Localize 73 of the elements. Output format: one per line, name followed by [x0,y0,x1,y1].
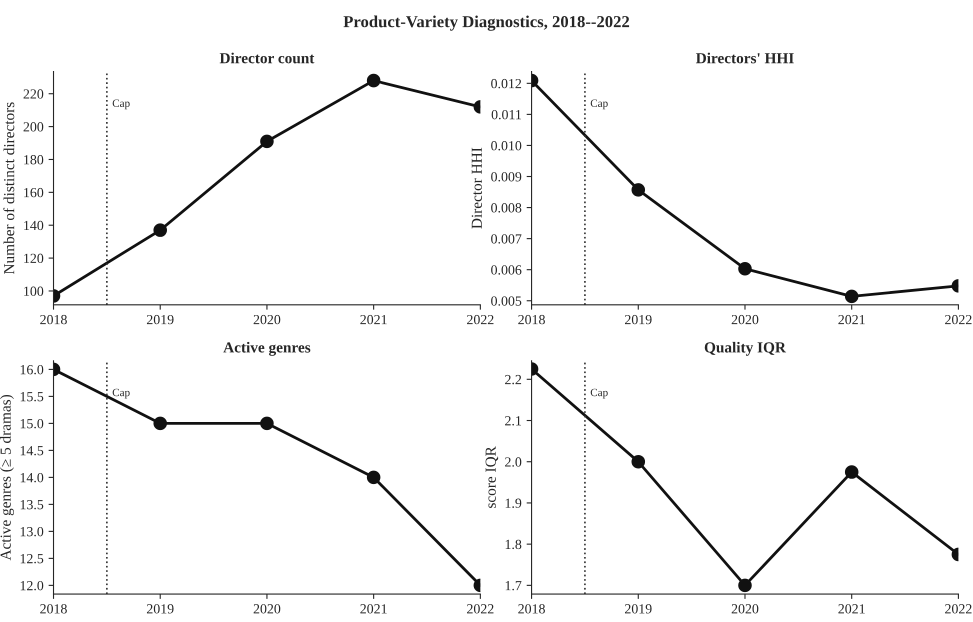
y-tick-label: 13.0 [20,526,44,536]
y-tick-label: 200 [24,122,44,132]
y-axis-title: Active genres (≥ 5 dramas) [0,394,14,560]
y-tick-label: 0.008 [491,203,522,213]
point [738,262,752,276]
x-tick-label: 2020 [254,314,280,324]
y-tick-label: 0.007 [491,234,522,244]
y-tick-label: 1.9 [506,498,522,508]
y-tick-label: 120 [24,254,44,264]
y-tick-label: 0.012 [491,78,522,88]
x-tick-label: 2018 [518,604,545,614]
y-tick-label: 2.2 [505,374,522,384]
y-tick-label: 0.009 [491,172,522,182]
x-tick-label: 2021 [360,314,387,324]
y-tick-label: 15.5 [20,392,44,402]
y-tick-label: 13.5 [20,500,44,510]
chart-title: Quality IQR [704,342,786,356]
y-axis-title: Director HHI [472,148,482,229]
point [738,578,752,592]
x-tick-label: 2018 [40,604,67,614]
y-tick-label: 0.006 [491,265,522,275]
y-tick-label: 2.1 [505,416,522,426]
point [366,470,380,484]
ref-line-label: Cap [112,388,130,398]
y-tick-label: 180 [24,155,44,164]
y-tick-label: 15.0 [20,418,44,428]
point [366,74,380,88]
point [844,290,858,304]
x-tick-label: 2020 [254,604,280,614]
y-tick-label: 0.010 [491,141,522,150]
x-tick-label: 2021 [838,604,865,614]
x-tick-label: 2019 [146,314,174,324]
x-tick-label: 2019 [625,604,652,614]
y-tick-label: 14.5 [20,446,44,456]
x-tick-label: 2022 [467,314,494,324]
x-tick-label: 2021 [838,314,865,324]
chart-title: Director count [220,52,314,64]
y-tick-label: 220 [24,89,44,99]
y-axis-title: Number of distinct directors [3,102,14,274]
y-tick-label: 1.7 [506,581,522,590]
y-tick-label: 2.0 [505,457,522,467]
y-tick-label: 0.005 [491,296,522,306]
y-tick-label: 16.0 [20,364,44,374]
y-tick-label: 100 [24,286,44,296]
text: Product-Variety Diagnostics, 2018--2022 [344,16,630,31]
ref-line-label: Cap [590,100,608,110]
y-tick-label: 160 [24,188,44,198]
chart-title: Active genres [223,342,310,356]
x-tick-label: 2022 [945,604,972,614]
y-tick-label: 0.011 [492,110,522,120]
x-tick-label: 2022 [945,314,972,324]
ref-line-label: Cap [590,388,608,398]
point [260,134,274,148]
point [844,465,858,479]
x-tick-label: 2020 [732,604,758,614]
x-tick-label: 2019 [625,314,652,324]
chart-title: Directors' HHI [696,52,794,64]
x-tick-label: 2022 [467,604,494,614]
ref-line-label: Cap [112,100,130,110]
x-tick-label: 2021 [360,604,387,614]
y-tick-label: 12.0 [20,580,44,590]
y-tick-label: 140 [24,220,44,230]
y-tick-label: 1.8 [506,540,522,550]
point [632,183,646,197]
y-tick-label: 14.0 [20,472,44,482]
x-tick-label: 2018 [40,314,67,324]
x-tick-label: 2018 [518,314,545,324]
y-tick-label: 12.5 [20,554,44,564]
point [260,416,274,430]
point [632,454,646,468]
x-tick-label: 2019 [146,604,174,614]
x-tick-label: 2020 [732,314,758,324]
y-axis-title: score IQR [486,446,498,508]
